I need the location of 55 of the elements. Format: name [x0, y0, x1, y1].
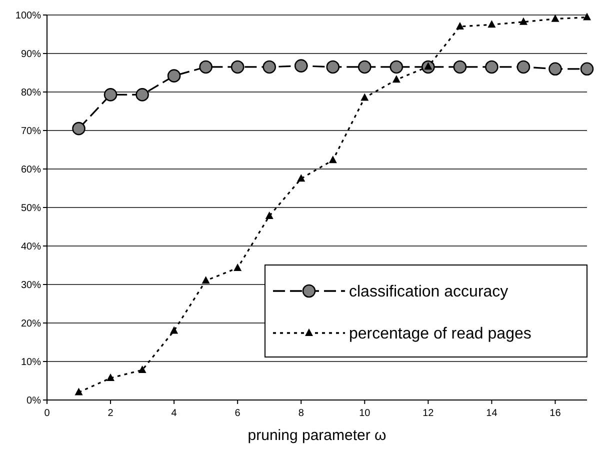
y-tick-label: 60% [20, 164, 42, 176]
y-tick-label: 10% [20, 357, 42, 368]
point [262, 60, 276, 74]
point [548, 62, 562, 76]
x-tick-label: 10 [359, 408, 371, 419]
point [390, 60, 404, 74]
x-tick-label: 0 [44, 408, 50, 419]
point [230, 60, 244, 74]
y-tick-label: 90% [20, 49, 42, 60]
y-tick-label: 100% [15, 10, 42, 22]
point [72, 122, 86, 136]
point [583, 12, 591, 20]
legend-label: classification accuracy [349, 284, 508, 301]
point [358, 60, 372, 74]
x-tick-label: 8 [298, 408, 304, 419]
x-tick-label: 14 [486, 408, 498, 419]
y-tick-label: 20% [20, 318, 42, 330]
point [516, 60, 530, 74]
point [104, 88, 118, 102]
point [551, 14, 560, 22]
point [519, 17, 528, 25]
point [456, 22, 464, 30]
point [265, 211, 274, 219]
x-tick-label: 12 [422, 408, 434, 419]
x-axis-title: pruning parameter ω [248, 427, 387, 444]
point [294, 59, 308, 72]
point [234, 263, 242, 271]
y-tick-label: 70% [20, 126, 42, 137]
point [326, 60, 340, 74]
point [360, 93, 369, 101]
x-tick-label: 2 [108, 408, 114, 419]
x-tick-label: 16 [550, 408, 562, 419]
point [106, 374, 115, 382]
point [488, 20, 496, 28]
y-tick-label: 50% [20, 203, 42, 214]
point [328, 156, 337, 164]
point [392, 75, 400, 83]
point [170, 326, 178, 334]
y-tick-label: 40% [20, 242, 42, 252]
point [167, 69, 181, 82]
point [74, 388, 83, 396]
point [580, 62, 594, 76]
point [199, 60, 212, 74]
y-tick-label: 80% [20, 88, 42, 98]
point [297, 174, 306, 182]
point [453, 60, 467, 74]
y-tick-label: 30% [20, 280, 42, 291]
x-tick-label: 4 [171, 408, 178, 419]
y-tick-label: 0% [26, 396, 42, 406]
legend-label: percentage of read pages [349, 326, 532, 343]
point [136, 88, 149, 102]
point [202, 276, 210, 284]
x-tick-label: 6 [234, 408, 241, 419]
point [138, 365, 146, 373]
point [485, 60, 498, 74]
